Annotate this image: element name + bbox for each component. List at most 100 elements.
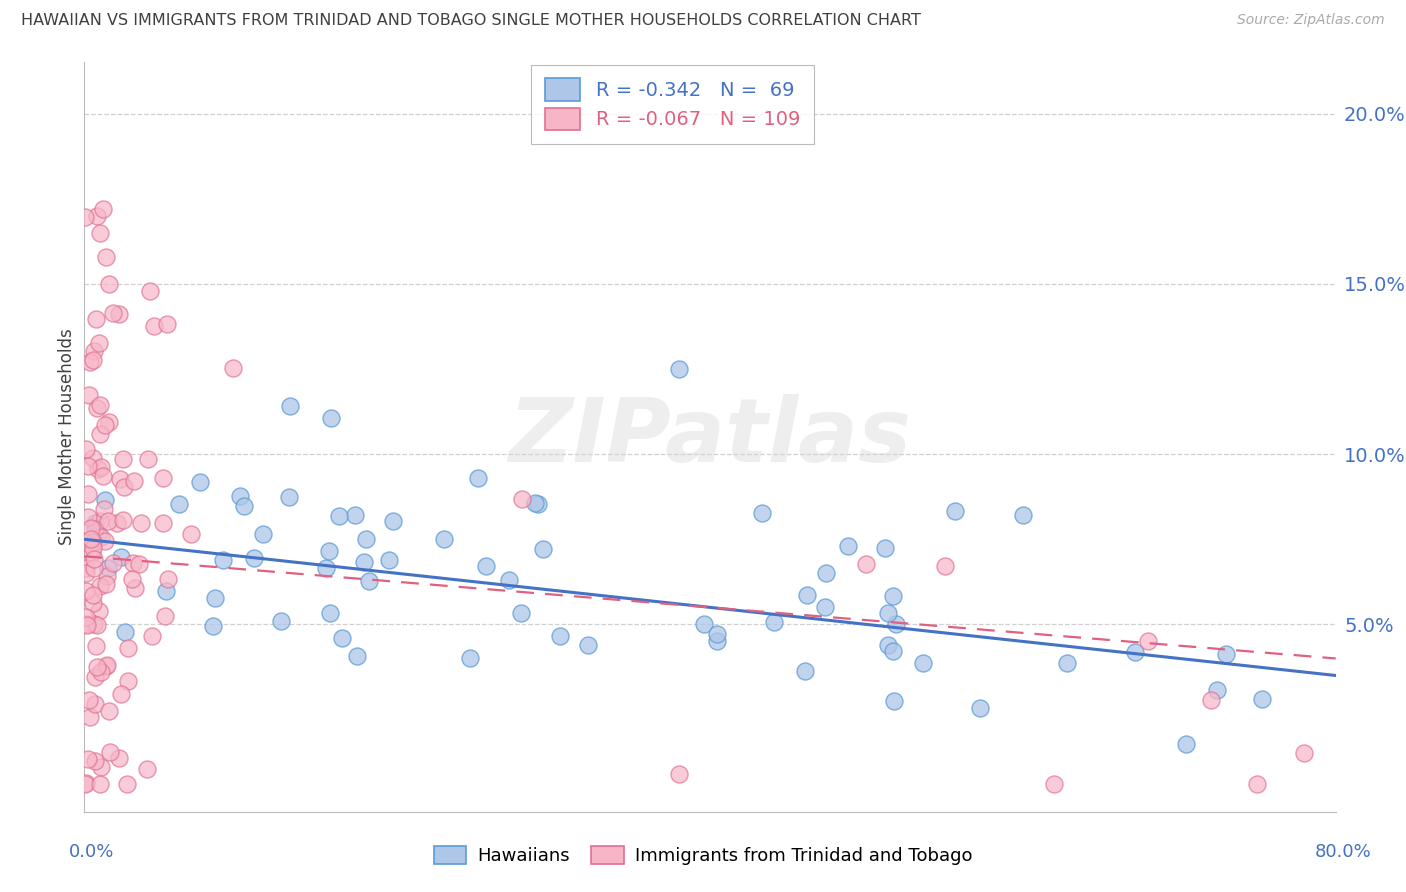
Point	[128, 558, 150, 572]
Point	[156, 318, 179, 332]
Point	[86, 401, 108, 415]
Point	[96, 576, 118, 591]
Point	[91, 469, 114, 483]
Point	[93, 533, 115, 548]
Point	[84, 516, 107, 531]
Point	[90, 759, 112, 773]
Point	[108, 751, 131, 765]
Point	[212, 553, 235, 567]
Point	[884, 617, 907, 632]
Point	[84, 670, 107, 684]
Point	[110, 687, 132, 701]
Point	[232, 499, 254, 513]
Point	[353, 555, 375, 569]
Point	[108, 472, 131, 486]
Point	[82, 535, 104, 549]
Point	[84, 639, 107, 653]
Point	[86, 660, 108, 674]
Point	[354, 533, 377, 547]
Point	[107, 308, 129, 322]
Point	[103, 556, 125, 570]
Point	[319, 606, 342, 620]
Point	[229, 489, 252, 503]
Point	[75, 211, 97, 225]
Point	[344, 508, 367, 522]
Point	[98, 704, 121, 718]
Text: 0.0%: 0.0%	[69, 843, 114, 861]
Point	[89, 426, 111, 441]
Point	[77, 388, 100, 402]
Point	[91, 202, 114, 216]
Point	[855, 557, 877, 571]
Point	[706, 634, 728, 648]
Point	[328, 508, 350, 523]
Point	[121, 572, 143, 586]
Point	[668, 767, 690, 781]
Point	[318, 543, 340, 558]
Point	[93, 502, 115, 516]
Point	[77, 693, 100, 707]
Point	[1199, 693, 1222, 707]
Point	[86, 618, 108, 632]
Point	[576, 639, 599, 653]
Point	[837, 539, 859, 553]
Point	[96, 568, 118, 582]
Point	[875, 541, 897, 556]
Point	[82, 546, 104, 560]
Point	[87, 527, 110, 541]
Point	[90, 459, 112, 474]
Point	[101, 305, 124, 319]
Point	[96, 250, 118, 264]
Point	[222, 360, 245, 375]
Point	[1246, 777, 1268, 791]
Point	[531, 542, 554, 557]
Point	[76, 486, 98, 500]
Point	[882, 589, 904, 603]
Point	[1251, 691, 1274, 706]
Point	[1136, 634, 1159, 648]
Point	[155, 584, 177, 599]
Point	[83, 344, 105, 359]
Point	[136, 762, 159, 776]
Point	[83, 697, 105, 711]
Point	[90, 665, 112, 679]
Point	[82, 588, 104, 602]
Point	[751, 506, 773, 520]
Point	[548, 630, 571, 644]
Point	[75, 442, 97, 457]
Point	[89, 579, 111, 593]
Point	[252, 527, 274, 541]
Point	[1206, 682, 1229, 697]
Point	[141, 629, 163, 643]
Point	[969, 701, 991, 715]
Point	[82, 353, 104, 368]
Text: ZIPatlas: ZIPatlas	[509, 393, 911, 481]
Point	[152, 516, 174, 531]
Point	[82, 541, 104, 555]
Point	[814, 566, 837, 580]
Point	[98, 277, 121, 291]
Y-axis label: Single Mother Households: Single Mother Households	[58, 329, 76, 545]
Point	[911, 657, 934, 671]
Point	[82, 451, 104, 466]
Point	[84, 522, 107, 536]
Point	[330, 631, 353, 645]
Point	[498, 574, 520, 588]
Point	[152, 471, 174, 485]
Point	[86, 209, 108, 223]
Point	[77, 458, 100, 473]
Point	[105, 516, 128, 530]
Point	[122, 474, 145, 488]
Point	[814, 599, 837, 614]
Point	[96, 659, 118, 673]
Point	[117, 640, 139, 655]
Point	[1294, 746, 1316, 760]
Point	[117, 674, 139, 689]
Point	[80, 533, 103, 547]
Point	[763, 615, 786, 629]
Point	[458, 651, 481, 665]
Point	[77, 752, 100, 766]
Point	[143, 319, 166, 334]
Point	[84, 312, 107, 326]
Point	[169, 498, 191, 512]
